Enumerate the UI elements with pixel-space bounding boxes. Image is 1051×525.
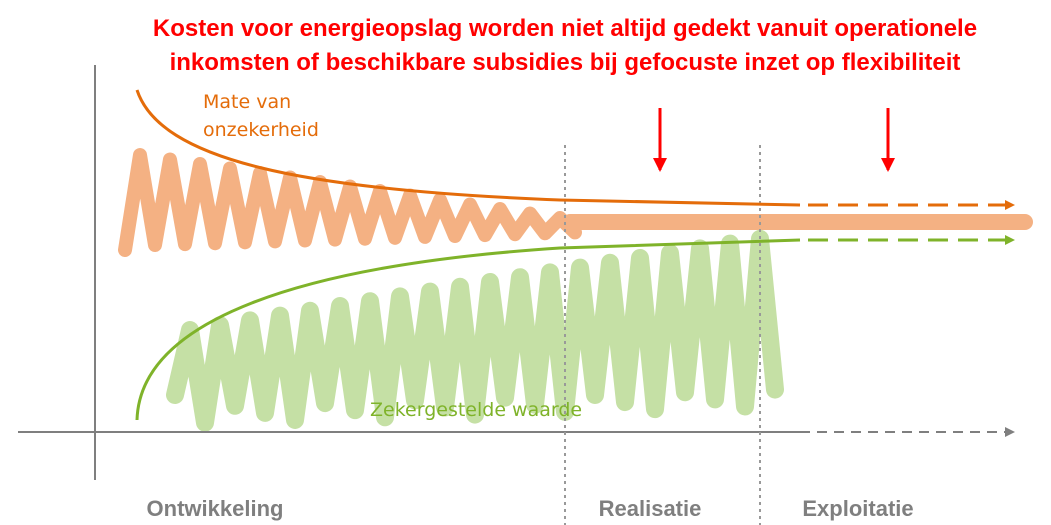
phase-label: Exploitatie [802,496,913,521]
curve-label: Mate van [203,91,291,113]
scribble [166,229,784,432]
scribbles [118,148,1033,432]
uncertainty-curve [135,89,801,207]
value-curve [135,238,801,421]
curve-label: onzekerheid [203,119,319,141]
title-line: Kosten voor energieopslag worden niet al… [153,15,977,42]
scribble [118,148,582,257]
phase-label: Ontwikkeling [147,496,284,521]
phase-label: Realisatie [599,496,702,521]
title-line: inkomsten of beschikbare subsidies bij g… [170,49,961,76]
curve-label: Zekergestelde waarde [370,399,582,421]
